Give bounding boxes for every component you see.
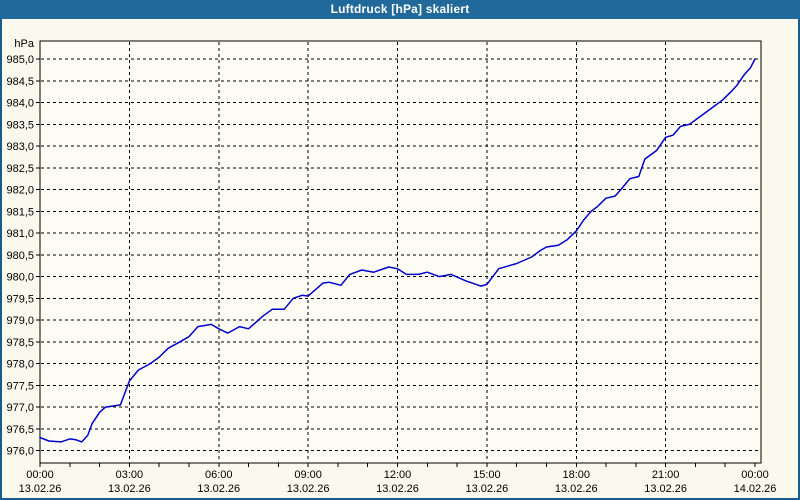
- x-tick-time-label: 06:00: [205, 469, 233, 481]
- y-tick-label: 982,0: [6, 185, 34, 197]
- y-tick-label: 976,5: [6, 424, 34, 436]
- y-tick-label: 978,5: [6, 337, 34, 349]
- x-tick-time-label: 15:00: [473, 469, 501, 481]
- y-tick-label: 984,0: [6, 98, 34, 110]
- y-tick-label: 985,0: [6, 54, 34, 66]
- x-tick-date-label: 13.02.26: [376, 483, 419, 495]
- x-tick-date-label: 14.02.26: [734, 483, 777, 495]
- y-tick-label: 982,5: [6, 163, 34, 175]
- window-title: Luftdruck [hPa] skaliert: [330, 2, 470, 16]
- y-tick-label: 983,0: [6, 141, 34, 153]
- x-tick-date-label: 13.02.26: [465, 483, 508, 495]
- x-tick-time-label: 12:00: [384, 469, 412, 481]
- y-tick-label: 977,5: [6, 380, 34, 392]
- y-tick-label: 980,0: [6, 272, 34, 284]
- y-tick-label: 980,5: [6, 250, 34, 262]
- y-tick-label: 978,0: [6, 359, 34, 371]
- x-tick-time-label: 00:00: [26, 469, 54, 481]
- x-tick-date-label: 13.02.26: [287, 483, 330, 495]
- x-tick-time-label: 09:00: [294, 469, 322, 481]
- pressure-curve: [39, 58, 756, 443]
- y-axis-unit-label: hPa: [14, 38, 34, 50]
- x-tick-time-label: 18:00: [562, 469, 590, 481]
- window-titlebar[interactable]: Luftdruck [hPa] skaliert: [0, 0, 800, 19]
- x-tick-time-label: 00:00: [741, 469, 769, 481]
- x-tick-date-label: 13.02.26: [555, 483, 598, 495]
- y-tick-label: 983,5: [6, 119, 34, 131]
- y-tick-label: 976,0: [6, 446, 34, 458]
- y-tick-label: 979,5: [6, 293, 34, 305]
- x-tick-date-label: 13.02.26: [19, 483, 62, 495]
- y-tick-label: 981,5: [6, 206, 34, 218]
- x-tick-date-label: 13.02.26: [197, 483, 240, 495]
- plot-area: [39, 40, 762, 464]
- y-tick-label: 979,0: [6, 315, 34, 327]
- x-tick-time-label: 21:00: [652, 469, 680, 481]
- y-tick-label: 977,0: [6, 402, 34, 414]
- x-tick-date-label: 13.02.26: [108, 483, 151, 495]
- y-tick-label: 984,5: [6, 76, 34, 88]
- y-tick-label: 981,0: [6, 228, 34, 240]
- x-tick-time-label: 03:00: [116, 469, 144, 481]
- x-tick-date-label: 13.02.26: [644, 483, 687, 495]
